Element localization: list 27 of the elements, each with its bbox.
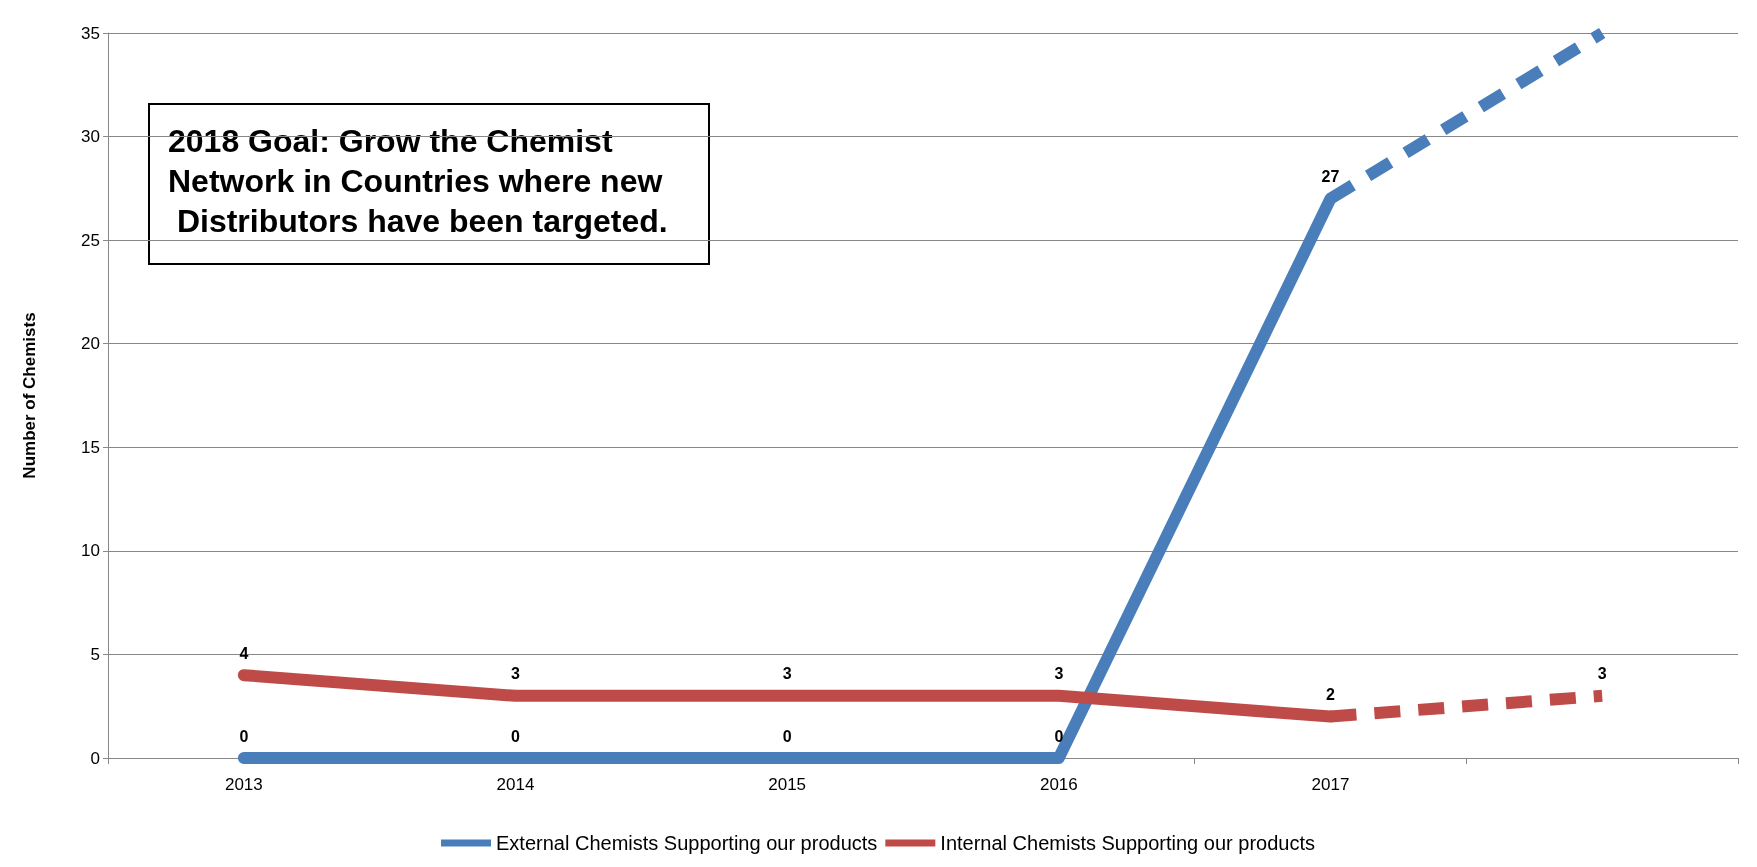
data-label: 0 — [1054, 727, 1064, 745]
data-label: 2 — [1326, 686, 1336, 704]
data-label: 27 — [1321, 168, 1340, 186]
x-tick-label: 2015 — [768, 775, 807, 794]
x-tick-label: 2016 — [1039, 775, 1078, 794]
data-label: 4 — [239, 644, 249, 662]
y-tick-label: 30 — [81, 127, 100, 147]
data-label: 3 — [1597, 665, 1607, 683]
y-tick-label: 15 — [81, 437, 100, 457]
y-tick-label: 5 — [90, 644, 100, 664]
y-tick-label: 25 — [81, 230, 100, 250]
y-tick-label: 0 — [90, 748, 100, 768]
data-label: 3 — [511, 665, 521, 683]
y-tick-label: 20 — [81, 334, 100, 354]
data-label: 0 — [511, 727, 521, 745]
y-tick-label: 10 — [81, 541, 100, 561]
x-tick-label: 2014 — [496, 775, 535, 794]
legend-label: External Chemists Supporting our products — [496, 832, 878, 854]
y-tick-label: 35 — [81, 23, 100, 43]
data-label: 0 — [239, 727, 249, 745]
y-axis-title: Number of Chemists — [20, 312, 39, 479]
data-label: 3 — [1054, 665, 1064, 683]
data-label: 3 — [782, 665, 792, 683]
x-tick-label: 2013 — [224, 775, 263, 794]
legend-label: Internal Chemists Supporting our products — [940, 832, 1315, 854]
x-tick-label: 2017 — [1311, 775, 1350, 794]
data-label: 0 — [782, 727, 792, 745]
